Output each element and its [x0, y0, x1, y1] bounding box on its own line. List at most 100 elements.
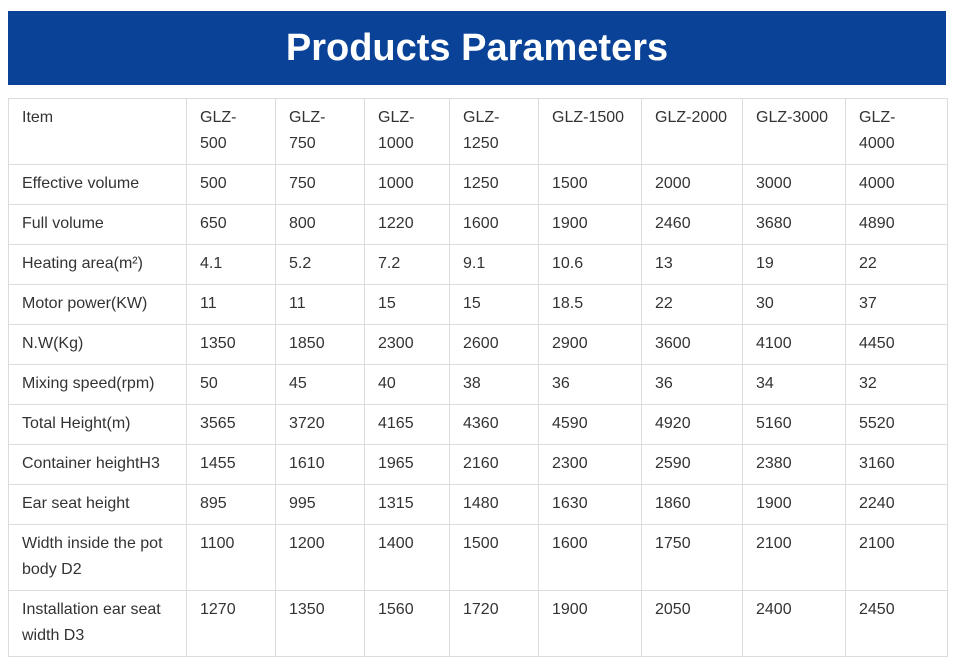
table-row: Mixing speed(rpm) 50 45 40 38 36 36 34 32 — [8, 364, 948, 405]
table-row: Effective volume 500 750 1000 1250 1500 2000 30… — [8, 164, 948, 205]
cell: 2100 — [742, 524, 846, 591]
table-row: Motor power(KW) 11 11 15 15 18.5 22 30 37 — [8, 284, 948, 325]
cell: 13 — [641, 244, 743, 285]
row-label: Motor power(KW) — [8, 284, 187, 325]
cell: 1900 — [538, 590, 642, 657]
cell: GLZ-500 — [186, 98, 276, 165]
cell: 4450 — [845, 324, 948, 365]
cell: 2100 — [845, 524, 948, 591]
cell: 2460 — [641, 204, 743, 245]
table-row: Installation ear seat width D3 1270 1350 15… — [8, 590, 948, 657]
cell: 1630 — [538, 484, 642, 525]
cell: 11 — [275, 284, 365, 325]
cell: 19 — [742, 244, 846, 285]
cell: 1600 — [538, 524, 642, 591]
cell: 9.1 — [449, 244, 539, 285]
cell: 2050 — [641, 590, 743, 657]
cell: 1850 — [275, 324, 365, 365]
cell: 1720 — [449, 590, 539, 657]
cell: 22 — [845, 244, 948, 285]
row-label: Item — [8, 98, 187, 165]
table-row: Total Height(m) 3565 3720 4165 4360 4590 4920 5… — [8, 404, 948, 445]
cell: 32 — [845, 364, 948, 405]
cell: 15 — [364, 284, 450, 325]
cell: 2300 — [538, 444, 642, 485]
row-label: Container heightH3 — [8, 444, 187, 485]
cell: 15 — [449, 284, 539, 325]
cell: GLZ-750 — [275, 98, 365, 165]
cell: 50 — [186, 364, 276, 405]
table-row: Heating area(m²) 4.1 5.2 7.2 9.1 10.6 13 19 22 — [8, 244, 948, 285]
cell: GLZ-1250 — [449, 98, 539, 165]
cell: 3720 — [275, 404, 365, 445]
cell: 4360 — [449, 404, 539, 445]
cell: GLZ-1500 — [538, 98, 642, 165]
cell: 995 — [275, 484, 365, 525]
cell: 1900 — [538, 204, 642, 245]
cell: 1480 — [449, 484, 539, 525]
cell: 3600 — [641, 324, 743, 365]
cell: 22 — [641, 284, 743, 325]
cell: 3000 — [742, 164, 846, 205]
cell: 5.2 — [275, 244, 365, 285]
cell: 1200 — [275, 524, 365, 591]
cell: 1270 — [186, 590, 276, 657]
cell: 45 — [275, 364, 365, 405]
cell: 34 — [742, 364, 846, 405]
cell: 1750 — [641, 524, 743, 591]
cell: 1315 — [364, 484, 450, 525]
header-row: Item GLZ-500 GLZ-750 GLZ-1000 GLZ-1250 GLZ-15… — [8, 98, 948, 165]
cell: 1350 — [275, 590, 365, 657]
cell: 1500 — [449, 524, 539, 591]
cell: 2160 — [449, 444, 539, 485]
cell: 5520 — [845, 404, 948, 445]
banner: Products Parameters — [8, 11, 946, 85]
cell: 2400 — [742, 590, 846, 657]
cell: GLZ-1000 — [364, 98, 450, 165]
cell: 30 — [742, 284, 846, 325]
cell: GLZ-4000 — [845, 98, 948, 165]
cell: 2600 — [449, 324, 539, 365]
row-label: Width inside the pot body D2 — [8, 524, 187, 591]
cell: 1860 — [641, 484, 743, 525]
cell: 1560 — [364, 590, 450, 657]
cell: 1350 — [186, 324, 276, 365]
cell: 38 — [449, 364, 539, 405]
cell: 18.5 — [538, 284, 642, 325]
cell: 3680 — [742, 204, 846, 245]
cell: 3160 — [845, 444, 948, 485]
cell: 1455 — [186, 444, 276, 485]
parameters-table: Item GLZ-500 GLZ-750 GLZ-1000 GLZ-1250 GLZ-15… — [8, 98, 948, 657]
cell: 1100 — [186, 524, 276, 591]
cell: 650 — [186, 204, 276, 245]
cell: 2380 — [742, 444, 846, 485]
row-label: N.W(Kg) — [8, 324, 187, 365]
cell: 10.6 — [538, 244, 642, 285]
table-row: Container heightH3 1455 1610 1965 2160 2300 25… — [8, 444, 948, 485]
cell: GLZ-2000 — [641, 98, 743, 165]
cell: 1900 — [742, 484, 846, 525]
cell: 1220 — [364, 204, 450, 245]
cell: 3565 — [186, 404, 276, 445]
cell: 2240 — [845, 484, 948, 525]
row-label: Full volume — [8, 204, 187, 245]
table-row: Ear seat height 895 995 1315 1480 1630 1860 190… — [8, 484, 948, 525]
cell: 1400 — [364, 524, 450, 591]
cell: 4920 — [641, 404, 743, 445]
row-label: Total Height(m) — [8, 404, 187, 445]
cell: 4890 — [845, 204, 948, 245]
cell: 750 — [275, 164, 365, 205]
cell: 4165 — [364, 404, 450, 445]
cell: 4590 — [538, 404, 642, 445]
cell: 800 — [275, 204, 365, 245]
row-label: Effective volume — [8, 164, 187, 205]
table-row: Full volume 650 800 1220 1600 1900 2460 3680 489… — [8, 204, 948, 245]
cell: 2590 — [641, 444, 743, 485]
cell: 1610 — [275, 444, 365, 485]
cell: 36 — [538, 364, 642, 405]
cell: 40 — [364, 364, 450, 405]
cell: 1000 — [364, 164, 450, 205]
page-title: Products Parameters — [285, 26, 669, 69]
table-row: N.W(Kg) 1350 1850 2300 2600 2900 3600 4100 4450 — [8, 324, 948, 365]
